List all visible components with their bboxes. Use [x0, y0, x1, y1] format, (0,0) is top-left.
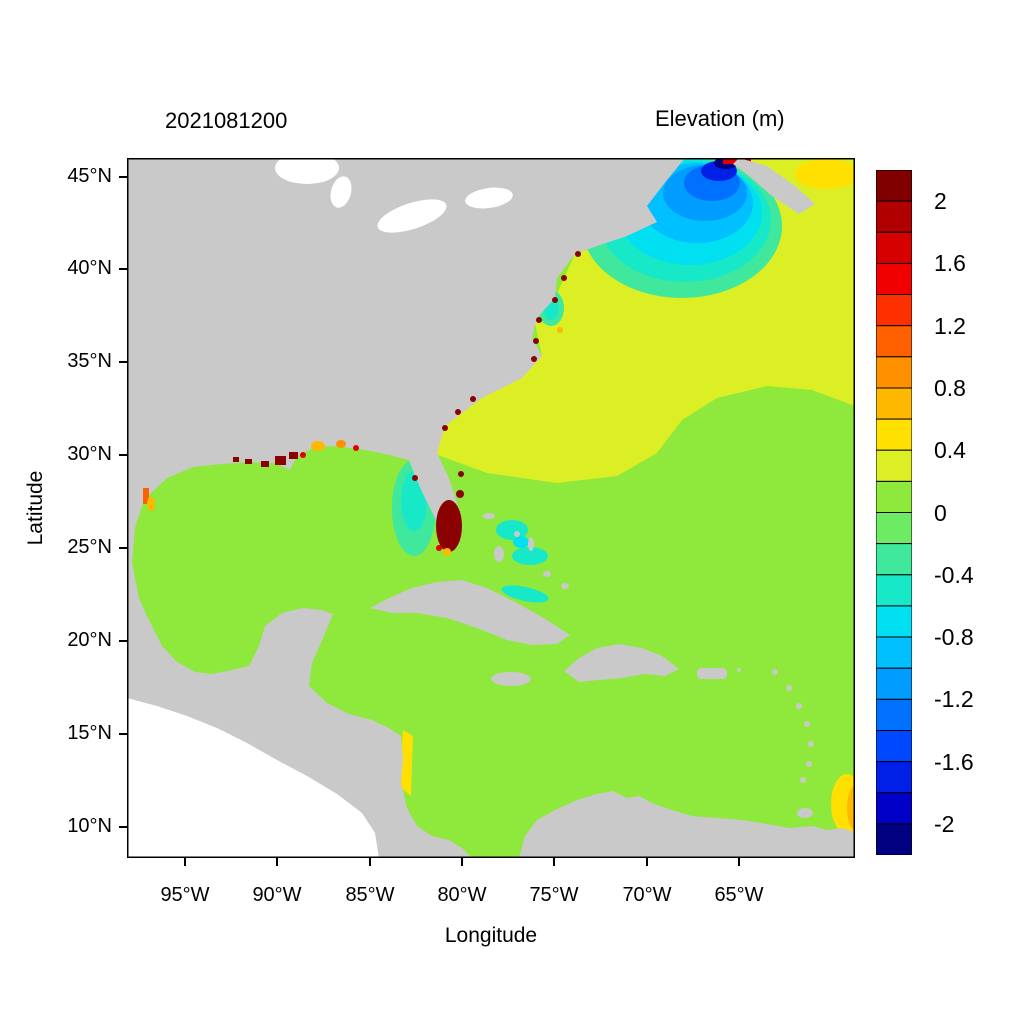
colorbar	[876, 170, 912, 855]
land-north-america	[127, 158, 685, 858]
colorbar-tick-label: -2	[934, 811, 955, 837]
y-tick-mark	[119, 640, 127, 642]
colorbar-tick-label: -1.6	[934, 749, 974, 775]
y-tick-mark	[119, 547, 127, 549]
y-tick-label: 25°N	[67, 536, 112, 558]
colorbar-tick-label: 1.6	[934, 250, 966, 276]
x-tick-mark	[461, 858, 463, 866]
island-hispaniola	[564, 644, 679, 682]
colorbar-tick-label: 1.2	[934, 313, 966, 339]
y-tick-mark	[119, 826, 127, 828]
colorbar-band	[876, 574, 912, 607]
colorbar-band	[876, 761, 912, 794]
colorbar-tick-label: 0	[934, 500, 947, 526]
island-puerto-rico	[697, 668, 727, 679]
y-tick-label: 45°N	[67, 165, 112, 187]
colorbar-tick-label: 0.4	[934, 437, 966, 463]
x-tick-label: 75°W	[529, 884, 579, 906]
x-tick-label: 80°W	[437, 884, 487, 906]
nicaragua-coast-high-strip	[399, 730, 413, 796]
colorbar-title: Elevation (m)	[655, 106, 785, 131]
x-tick-mark	[646, 858, 648, 866]
x-tick-mark	[184, 858, 186, 866]
island-trinidad	[797, 808, 813, 818]
caribbean-islands	[370, 513, 814, 818]
bahamas-low-patches	[496, 520, 549, 603]
island-cuba	[370, 580, 570, 645]
colorbar-band	[876, 387, 912, 420]
elevation-map	[127, 158, 855, 858]
colorbar-band	[876, 325, 912, 358]
x-tick-mark	[369, 858, 371, 866]
colorbar-band	[876, 792, 912, 825]
colorbar-tick-label: -1.2	[934, 686, 974, 712]
y-tick-mark	[119, 361, 127, 363]
colorbar-band	[876, 294, 912, 327]
y-tick-label: 35°N	[67, 350, 112, 372]
timestamp-title: 2021081200	[165, 108, 288, 133]
colorbar-band	[876, 262, 912, 296]
x-tick-mark	[553, 858, 555, 866]
colorbar-band	[876, 200, 912, 233]
y-tick-label: 20°N	[67, 629, 112, 651]
y-tick-label: 30°N	[67, 443, 112, 465]
y-axis-title: Latitude	[24, 470, 47, 546]
y-tick-label: 10°N	[67, 815, 112, 837]
colorbar-band	[876, 480, 912, 514]
colorbar-tick-label: 2	[934, 188, 947, 214]
nova-scotia-shelf-high-patch	[795, 159, 855, 189]
colorbar-band	[876, 231, 912, 264]
colorbar-band	[876, 543, 912, 576]
colorbar-tick-label: 0.8	[934, 375, 966, 401]
pacific-outside-domain	[127, 698, 379, 858]
x-tick-label: 70°W	[622, 884, 672, 906]
colorbar-band	[876, 698, 912, 731]
colorbar-band	[876, 667, 912, 700]
x-tick-label: 65°W	[714, 884, 764, 906]
x-tick-label: 95°W	[160, 884, 210, 906]
y-tick-label: 40°N	[67, 257, 112, 279]
colorbar-band	[876, 170, 912, 202]
plot-border	[127, 158, 855, 858]
colorbar-band	[876, 636, 912, 669]
colorbar-band	[876, 356, 912, 389]
y-tick-mark	[119, 733, 127, 735]
orinoco-delta-high	[831, 774, 855, 834]
y-tick-mark	[119, 454, 127, 456]
coastal-high-water-cells	[143, 251, 581, 556]
x-tick-mark	[738, 858, 740, 866]
colorbar-tick-label: -0.4	[934, 562, 974, 588]
land-nova-scotia	[733, 158, 815, 214]
x-axis-title: Longitude	[444, 924, 538, 947]
colorbar-band	[876, 605, 912, 638]
island-jamaica	[491, 672, 531, 686]
colorbar-band	[876, 823, 912, 855]
colorbar-band	[876, 512, 912, 545]
colorbar-band	[876, 730, 912, 763]
great-lakes	[275, 158, 513, 233]
x-tick-label: 85°W	[345, 884, 395, 906]
x-tick-mark	[276, 858, 278, 866]
y-tick-mark	[119, 268, 127, 270]
y-tick-mark	[119, 176, 127, 178]
colorbar-band	[876, 449, 912, 482]
land-south-america	[519, 791, 855, 858]
colorbar-band	[876, 418, 912, 451]
y-tick-label: 15°N	[67, 722, 112, 744]
colorbar-tick-label: -0.8	[934, 624, 974, 650]
x-tick-label: 90°W	[252, 884, 302, 906]
